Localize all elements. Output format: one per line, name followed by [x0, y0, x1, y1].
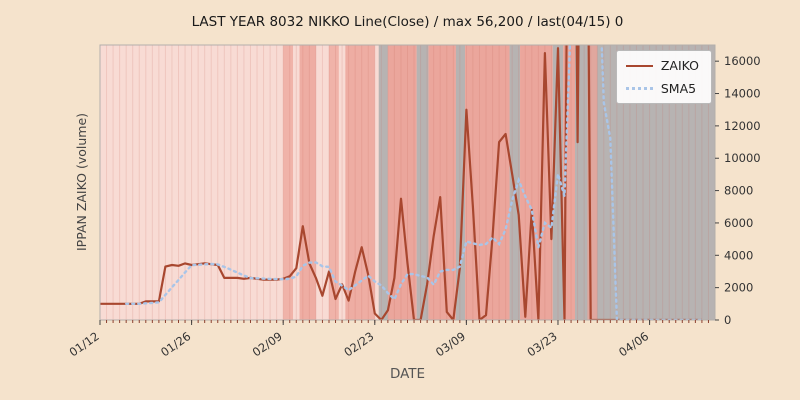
svg-text:10000: 10000 [724, 151, 761, 165]
legend-item-zaiko: ZAIKO [625, 58, 699, 73]
x-tick-labels: 01/12 01/26 02/09 02/23 03/09 03/23 04/06 [67, 320, 651, 359]
chart-title: LAST YEAR 8032 NIKKO Line(Close) / max 5… [191, 14, 624, 30]
svg-text:03/23: 03/23 [525, 329, 560, 359]
svg-text:6000: 6000 [724, 216, 753, 230]
svg-text:04/06: 04/06 [616, 329, 651, 359]
sma5-line [124, 45, 704, 320]
svg-text:02/09: 02/09 [250, 329, 285, 359]
svg-text:16000: 16000 [724, 54, 761, 68]
svg-text:03/09: 03/09 [433, 329, 468, 359]
svg-text:14000: 14000 [724, 87, 761, 101]
legend-label-zaiko: ZAIKO [660, 58, 699, 73]
svg-text:8000: 8000 [724, 184, 753, 198]
plot-background [100, 45, 715, 320]
legend-item-sma5: SMA5 [625, 81, 699, 96]
svg-text:12000: 12000 [724, 119, 761, 133]
legend-label-sma5: SMA5 [660, 81, 697, 96]
svg-text:02/23: 02/23 [341, 329, 376, 359]
svg-text:01/26: 01/26 [158, 329, 193, 359]
svg-text:4000: 4000 [724, 248, 753, 262]
legend: ZAIKO SMA5 [615, 50, 712, 104]
x-axis-label: DATE [389, 366, 426, 382]
x-minor-ticks [99, 320, 709, 323]
svg-text:2000: 2000 [724, 281, 753, 295]
svg-text:01/12: 01/12 [67, 329, 102, 359]
y-tick-labels: 0 2000 4000 6000 8000 10000 12000 14000 16000 [715, 54, 761, 327]
svg-text:0: 0 [724, 313, 731, 327]
zaiko-line-sample-icon [625, 64, 653, 67]
sma5-line-sample-icon [625, 87, 653, 90]
